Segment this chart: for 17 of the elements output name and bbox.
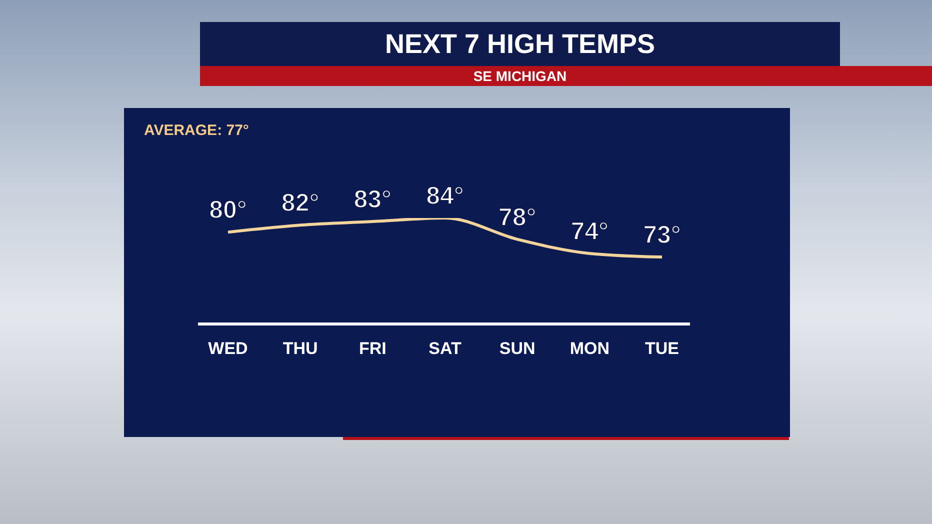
chart-subtitle: SE MICHIGAN	[472, 67, 568, 86]
x-tick-label: THU	[282, 339, 318, 358]
data-label: 83°	[354, 186, 392, 214]
data-label: 84°	[426, 182, 464, 210]
data-label: 73°	[643, 221, 681, 250]
data-label: 80°	[209, 196, 247, 224]
text: AVERAGE: 77°	[144, 122, 249, 139]
x-tick-label: WED	[208, 339, 248, 358]
x-tick-label: TUE	[645, 339, 679, 358]
x-tick-label: SUN	[499, 339, 536, 358]
data-label: 74°	[570, 217, 609, 246]
data-label: 78°	[498, 203, 536, 232]
x-tick-label: FRI	[358, 339, 386, 358]
x-tick-label: SAT	[428, 339, 462, 358]
data-label: 82°	[281, 189, 320, 218]
chart-title: NEXT 7 HIGH TEMPS	[200, 22, 840, 66]
x-tick-label: MON	[570, 339, 610, 358]
